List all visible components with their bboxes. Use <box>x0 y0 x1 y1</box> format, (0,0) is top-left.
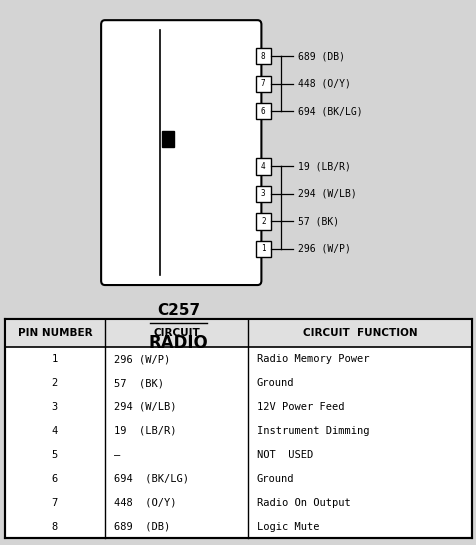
Bar <box>255 186 270 202</box>
Text: Instrument Dimming: Instrument Dimming <box>256 426 368 436</box>
Bar <box>162 131 174 147</box>
Text: 8: 8 <box>51 522 58 531</box>
Text: NOT  USED: NOT USED <box>256 450 312 460</box>
Text: 57 (BK): 57 (BK) <box>298 216 338 226</box>
Text: 689 (DB): 689 (DB) <box>298 51 345 61</box>
Text: 694 (BK/LG): 694 (BK/LG) <box>298 106 362 116</box>
Text: 3: 3 <box>260 190 265 198</box>
Text: Logic Mute: Logic Mute <box>256 522 318 531</box>
Text: 7: 7 <box>51 498 58 507</box>
Bar <box>255 103 270 119</box>
Text: C257: C257 <box>157 303 200 318</box>
Text: 19 (LB/R): 19 (LB/R) <box>298 161 350 171</box>
Text: 4: 4 <box>260 162 265 171</box>
Text: 448  (O/Y): 448 (O/Y) <box>113 498 176 507</box>
Text: CIRCUIT: CIRCUIT <box>153 328 199 338</box>
Text: 57  (BK): 57 (BK) <box>113 378 163 388</box>
Text: Radio On Output: Radio On Output <box>256 498 350 507</box>
FancyBboxPatch shape <box>101 20 261 285</box>
Text: CIRCUIT  FUNCTION: CIRCUIT FUNCTION <box>302 328 416 338</box>
Text: 4: 4 <box>51 426 58 436</box>
Text: 448 (O/Y): 448 (O/Y) <box>298 79 350 89</box>
Text: PIN NUMBER: PIN NUMBER <box>18 328 92 338</box>
Text: 8: 8 <box>260 52 265 60</box>
Text: 7: 7 <box>260 79 265 88</box>
Text: 294 (W/LB): 294 (W/LB) <box>298 189 356 199</box>
Bar <box>255 158 270 174</box>
Bar <box>5 319 471 347</box>
Bar <box>255 241 270 257</box>
Text: Radio Memory Power: Radio Memory Power <box>256 354 368 364</box>
Text: 296 (W/P): 296 (W/P) <box>298 244 350 254</box>
Bar <box>5 319 471 538</box>
Text: 296 (W/P): 296 (W/P) <box>113 354 169 364</box>
Text: 694  (BK/LG): 694 (BK/LG) <box>113 474 188 483</box>
Text: Ground: Ground <box>256 378 294 388</box>
Text: 6: 6 <box>260 107 265 116</box>
Text: 2: 2 <box>260 217 265 226</box>
Bar <box>255 48 270 64</box>
Text: 5: 5 <box>51 450 58 460</box>
Text: Ground: Ground <box>256 474 294 483</box>
Bar <box>255 76 270 92</box>
Text: 2: 2 <box>51 378 58 388</box>
Text: 6: 6 <box>51 474 58 483</box>
Text: 1: 1 <box>51 354 58 364</box>
Text: 294 (W/LB): 294 (W/LB) <box>113 402 176 412</box>
Text: 12V Power Feed: 12V Power Feed <box>256 402 343 412</box>
Text: 19  (LB/R): 19 (LB/R) <box>113 426 176 436</box>
Bar <box>255 213 270 229</box>
Text: 3: 3 <box>51 402 58 412</box>
Text: –: – <box>113 450 119 460</box>
Text: 1: 1 <box>260 245 265 253</box>
Text: RADIO: RADIO <box>149 334 208 353</box>
Text: 689  (DB): 689 (DB) <box>113 522 169 531</box>
